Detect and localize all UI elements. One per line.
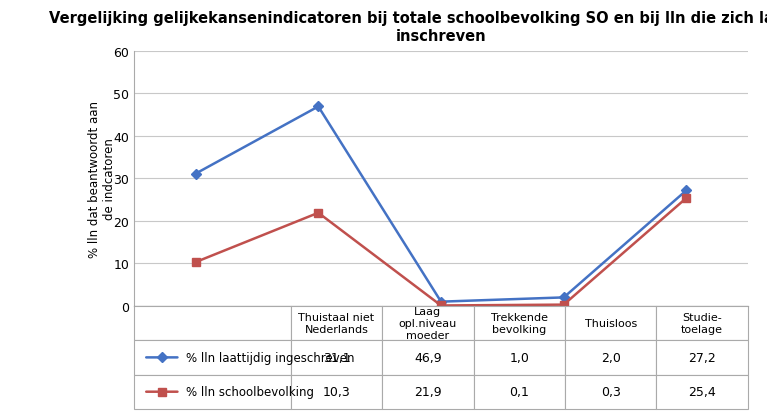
Text: Laag
opl.niveau
moeder: Laag opl.niveau moeder [399,307,457,340]
Bar [382,375,473,409]
Text: 1,0: 1,0 [509,351,529,364]
Bar [134,375,291,409]
Bar [382,306,473,340]
Text: Thuisloos: Thuisloos [584,318,637,328]
Text: 21,9: 21,9 [414,385,442,398]
Bar [134,306,291,340]
Text: Trekkende
bevolking: Trekkende bevolking [491,313,548,334]
% lln schoolbevolking [682,196,691,201]
Text: 2,0: 2,0 [601,351,621,364]
Title: Vergelijking gelijkekansenindicatoren bij totale schoolbevolking SO en bij lln d: Vergelijking gelijkekansenindicatoren bi… [48,11,767,43]
Bar [291,375,382,409]
Bar [291,340,382,375]
Text: Studie-
toelage: Studie- toelage [681,313,723,334]
Line: % lln schoolbevolking: % lln schoolbevolking [192,195,690,310]
% lln laattijdig ingeschreven [191,172,200,177]
Bar [473,340,565,375]
Text: 25,4: 25,4 [688,385,716,398]
Text: 46,9: 46,9 [414,351,442,364]
Y-axis label: % lln dat beantwoordt aan
de indcatoren: % lln dat beantwoordt aan de indcatoren [88,101,117,257]
Text: 0,1: 0,1 [509,385,529,398]
Bar [657,340,748,375]
Bar [565,340,657,375]
Text: 31,1: 31,1 [323,351,351,364]
Bar [473,306,565,340]
% lln laattijdig ingeschreven [314,105,323,110]
% lln schoolbevolking [191,260,200,265]
Bar [134,340,291,375]
Text: 27,2: 27,2 [688,351,716,364]
Text: % lln schoolbevolking: % lln schoolbevolking [186,385,314,398]
% lln laattijdig ingeschreven [559,295,568,300]
Text: % lln laattijdig ingeschreven: % lln laattijdig ingeschreven [186,351,355,364]
% lln laattijdig ingeschreven [682,188,691,193]
Bar [382,340,473,375]
Bar [291,306,382,340]
% lln laattijdig ingeschreven [436,299,446,304]
Text: Thuistaal niet
Nederlands: Thuistaal niet Nederlands [298,313,374,334]
Text: 10,3: 10,3 [323,385,351,398]
% lln schoolbevolking [436,303,446,308]
Bar [657,375,748,409]
Bar [565,375,657,409]
Line: % lln laattijdig ingeschreven: % lln laattijdig ingeschreven [192,103,690,306]
Bar [565,306,657,340]
% lln schoolbevolking [314,211,323,216]
% lln schoolbevolking [559,302,568,307]
Bar [657,306,748,340]
Bar [473,375,565,409]
Text: 0,3: 0,3 [601,385,621,398]
